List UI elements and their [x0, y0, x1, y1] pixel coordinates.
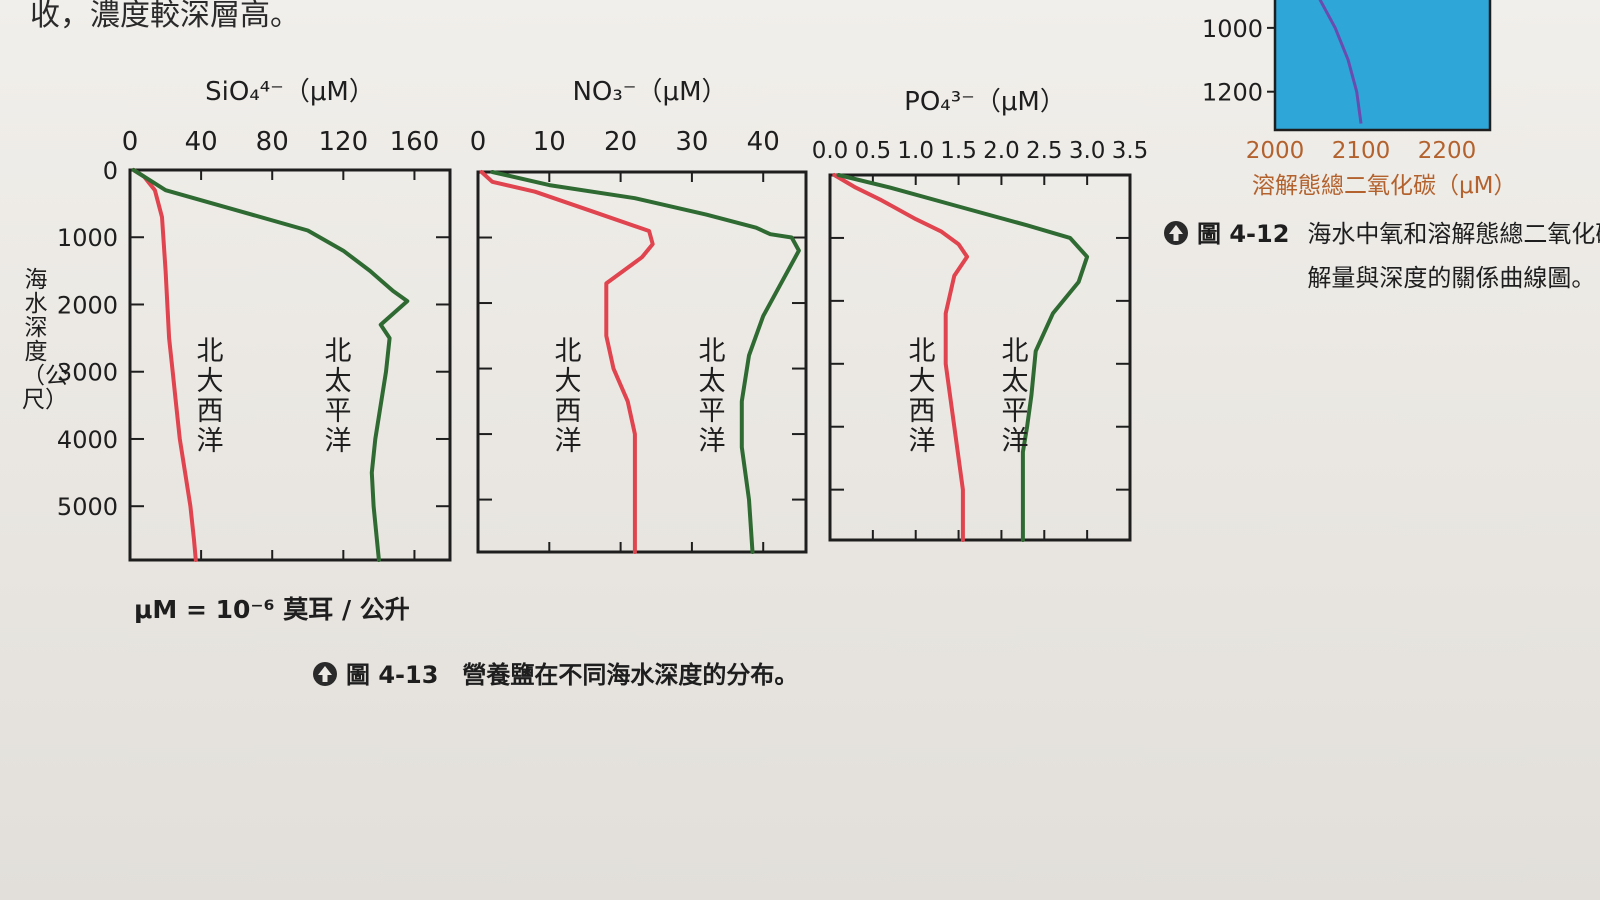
fig12-series-line	[1318, 0, 1363, 124]
side-caption-text: 海水中氧和溶解態總二氧化碳的溶解量與深度的關係曲線圖。	[1307, 220, 1600, 292]
plot-frame	[828, 173, 1132, 542]
ocean-label-char: 西	[909, 396, 936, 427]
plot-frame	[128, 168, 452, 562]
ocean-label-char: 平	[1002, 396, 1029, 427]
figure-caption: 圖 4-13 營養鹽在不同海水深度的分布。	[312, 655, 798, 690]
fig12-x-axis-label: 溶解態總二氧化碳（μM）	[1252, 173, 1517, 199]
ocean-label-char: 洋	[325, 426, 352, 457]
x-tick-label: 0	[122, 127, 139, 157]
figure-marker-icon	[1164, 221, 1188, 245]
x-tick-label: 20	[604, 127, 637, 157]
ocean-label-char: 太	[1002, 366, 1029, 397]
panel-title: NO₃⁻（μM）	[572, 77, 727, 107]
x-tick-label: 1.0	[897, 138, 934, 164]
x-tick-label: 80	[256, 127, 289, 157]
fig12-x-tick-label: 2000	[1246, 138, 1305, 164]
fig12-y-tick-label: 1200	[1202, 79, 1263, 107]
y-axis-label: 海水深度（公尺）	[22, 267, 68, 413]
panel-title: SiO₄⁴⁻（μM）	[205, 77, 375, 107]
ocean-label-char: 大	[909, 366, 936, 397]
series-line-north-atlantic	[832, 173, 970, 542]
ocean-label-char: 平	[325, 396, 352, 427]
fig12-x-tick-label: 2100	[1332, 138, 1391, 164]
ocean-label-char: 洋	[909, 426, 936, 457]
y-tick-label: 2000	[57, 291, 118, 319]
ocean-label-char: 太	[699, 366, 726, 397]
ocean-label-char: 北	[197, 336, 224, 367]
side-figure-caption: 圖 4-12 海水中氧和溶解態總二氧化碳的溶解量與深度的關係曲線圖。	[1163, 212, 1600, 300]
ocean-label-char: 洋	[197, 426, 224, 457]
ocean-label-char: 洋	[1002, 426, 1029, 457]
unit-note: μM = 10⁻⁶ 莫耳 / 公升	[134, 595, 410, 624]
ocean-label-char: 北	[699, 336, 726, 367]
ocean-label-char: 洋	[699, 426, 726, 457]
y-tick-label: 4000	[57, 426, 118, 454]
body-text-line: 收，濃度較深層高。	[30, 0, 300, 33]
figure-marker-icon	[313, 662, 337, 686]
x-tick-label: 120	[319, 127, 369, 157]
x-tick-label: 0.5	[855, 138, 892, 164]
ocean-label-char: 西	[197, 396, 224, 427]
series-line-north-pacific	[490, 170, 801, 554]
x-tick-label: 3.5	[1112, 138, 1149, 164]
ocean-label-char: 大	[197, 366, 224, 397]
fig12-y-tick-label: 1000	[1202, 15, 1263, 43]
x-tick-label: 160	[390, 127, 440, 157]
side-caption-number: 圖 4-12	[1197, 220, 1290, 248]
ocean-label-char: 洋	[555, 426, 582, 457]
series-line-north-pacific	[836, 173, 1090, 542]
ocean-label-char: 北	[909, 336, 936, 367]
x-tick-label: 30	[675, 127, 708, 157]
ocean-label-char: 北	[325, 336, 352, 367]
figure-caption-title: 營養鹽在不同海水深度的分布。	[462, 661, 799, 689]
plot-frame	[476, 170, 808, 554]
y-tick-label: 3000	[57, 359, 118, 387]
x-tick-label: 1.5	[940, 138, 977, 164]
x-tick-label: 0.0	[812, 138, 849, 164]
fig12-plot-area	[1273, 0, 1492, 132]
x-tick-label: 2.0	[983, 138, 1020, 164]
ocean-label-char: 西	[555, 396, 582, 427]
y-tick-label: 1000	[57, 224, 118, 252]
x-tick-label: 10	[533, 127, 566, 157]
series-line-north-pacific	[131, 168, 410, 562]
x-tick-label: 40	[185, 127, 218, 157]
fig12-x-tick-label: 2200	[1418, 138, 1477, 164]
ocean-label-char: 太	[325, 366, 352, 397]
x-tick-label: 0	[470, 127, 487, 157]
x-tick-label: 2.5	[1026, 138, 1063, 164]
y-tick-label: 5000	[57, 493, 118, 521]
figure-caption-number: 圖 4-13	[346, 661, 439, 689]
panel-title: PO₄³⁻（μM）	[904, 87, 1066, 117]
ocean-label-char: 北	[1002, 336, 1029, 367]
y-tick-label: 0	[103, 157, 118, 185]
x-tick-label: 40	[747, 127, 780, 157]
ocean-label-char: 平	[699, 396, 726, 427]
series-line-north-atlantic	[479, 170, 655, 554]
x-tick-label: 3.0	[1069, 138, 1106, 164]
ocean-label-char: 北	[555, 336, 582, 367]
ocean-label-char: 大	[555, 366, 582, 397]
series-line-north-atlantic	[131, 168, 198, 562]
